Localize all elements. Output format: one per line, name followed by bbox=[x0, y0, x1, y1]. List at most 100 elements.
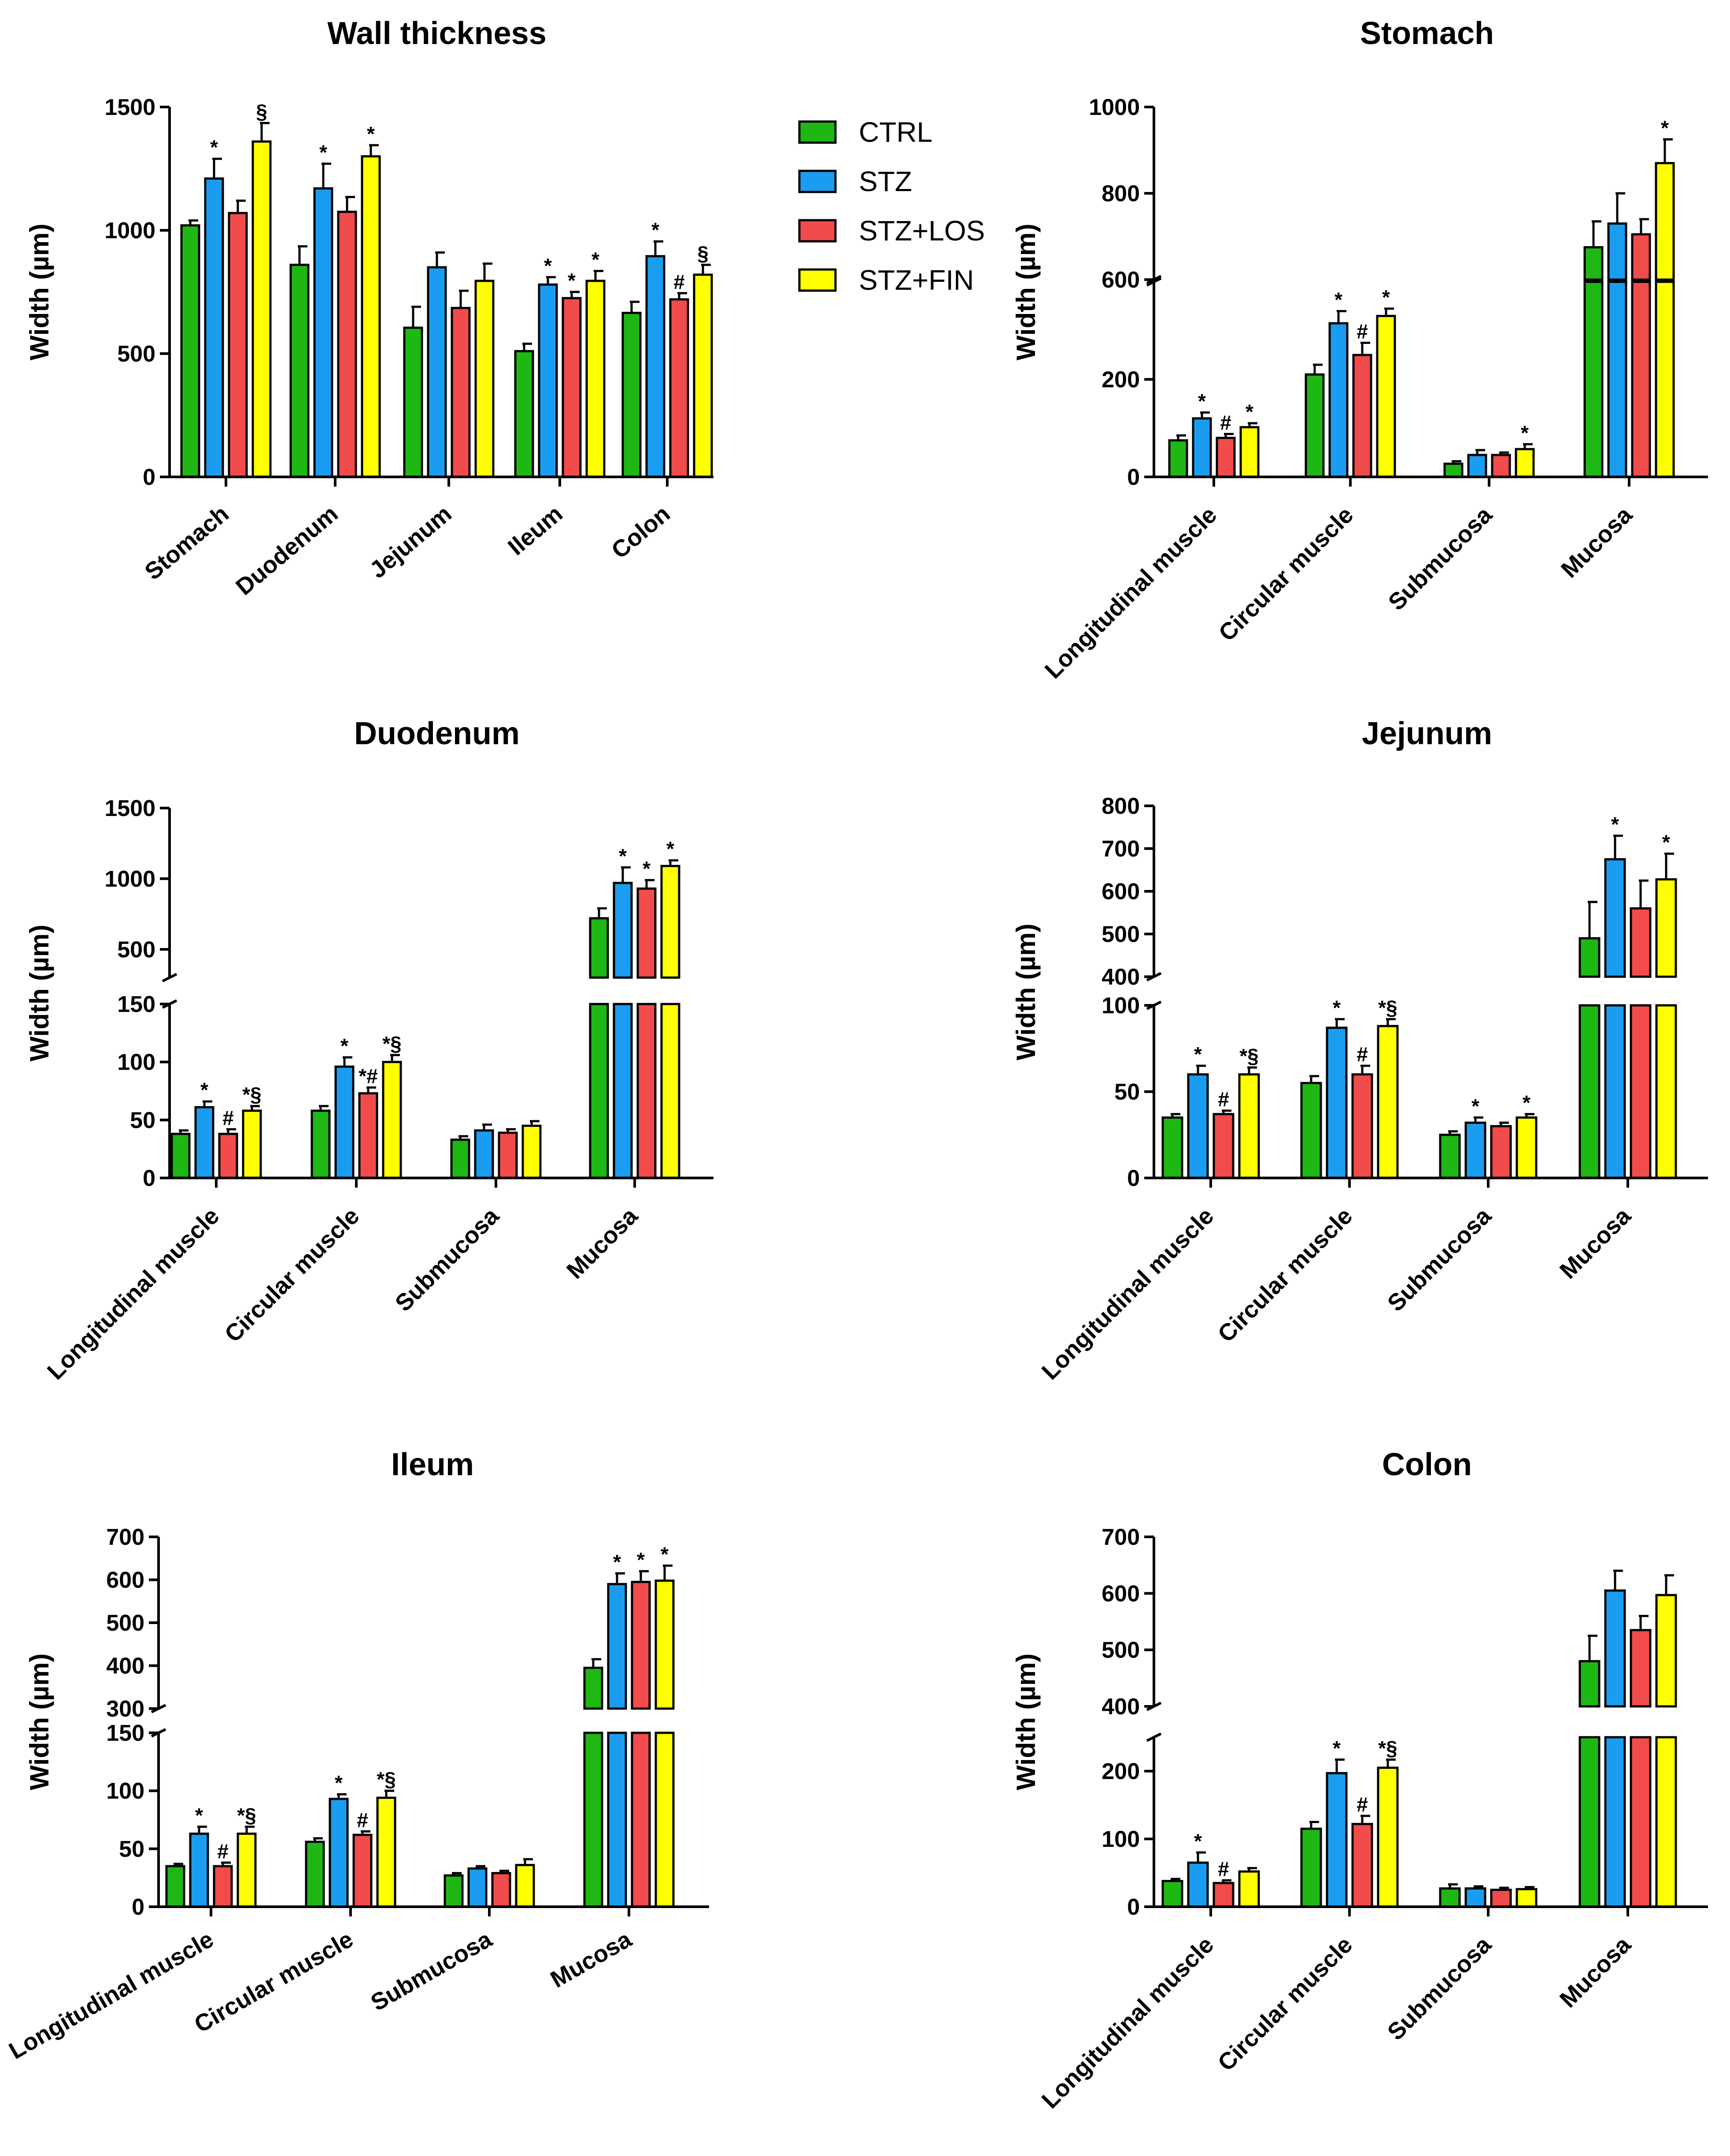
y-tick-label: 100 bbox=[106, 1779, 144, 1804]
bar-stz-fin bbox=[242, 1109, 262, 1179]
y-tick-label: 800 bbox=[1102, 794, 1140, 819]
x-tick-label: Circular muscle bbox=[190, 1926, 358, 2038]
legend-swatch bbox=[798, 268, 837, 292]
significance-mark: § bbox=[256, 100, 267, 123]
bar-stz-fin bbox=[1516, 1888, 1538, 1908]
legend-label: CTRL bbox=[859, 116, 932, 148]
bar-stz-los bbox=[1490, 1125, 1512, 1179]
bar-ctrl-lower bbox=[1578, 1736, 1601, 1908]
y-tick-label: 600 bbox=[106, 1568, 144, 1593]
bar-stz-fin bbox=[1376, 315, 1396, 478]
x-tick-label: Mucosa bbox=[1555, 1202, 1636, 1284]
bar-stz bbox=[1326, 1026, 1348, 1179]
bar-ctrl bbox=[1443, 462, 1464, 478]
y-tick-label: 500 bbox=[117, 341, 155, 367]
bar-stz-los-lower bbox=[631, 1731, 651, 1908]
bar-stz-fin bbox=[521, 1125, 542, 1179]
bar-ctrl bbox=[583, 1666, 603, 1710]
bar-stz bbox=[1604, 858, 1626, 978]
bar-stz-fin bbox=[237, 1832, 257, 1908]
bar-stz-fin-lower bbox=[1655, 1004, 1677, 1179]
y-axis-label: Width (µm) bbox=[25, 224, 54, 361]
bar-stz-fin bbox=[585, 280, 606, 478]
y-tick-label: 1500 bbox=[104, 796, 155, 821]
significance-mark: * bbox=[1246, 400, 1253, 423]
bar-stz bbox=[607, 1583, 627, 1710]
y-tick-label: 150 bbox=[117, 992, 155, 1017]
y-tick-label: 500 bbox=[106, 1610, 144, 1636]
panel-title: Ileum bbox=[391, 1447, 474, 1482]
legend-swatch bbox=[798, 170, 837, 193]
significance-mark: # bbox=[1357, 320, 1368, 343]
bar-stz-los bbox=[218, 1133, 238, 1179]
y-tick-label: 400 bbox=[1102, 1694, 1140, 1720]
bar-stz bbox=[1328, 322, 1349, 478]
bar-stz-lower bbox=[1607, 281, 1627, 478]
bar-ctrl bbox=[1161, 1879, 1183, 1908]
y-tick-label: 600 bbox=[1102, 267, 1140, 293]
bar-ctrl-lower bbox=[1583, 281, 1604, 478]
bar-stz-fin bbox=[660, 865, 680, 979]
bar-stz-fin bbox=[382, 1061, 402, 1179]
y-tick-label: 0 bbox=[132, 1894, 144, 1920]
legend-swatch bbox=[798, 219, 837, 243]
bar-stz-los-lower bbox=[1630, 1736, 1652, 1908]
significance-mark: # bbox=[1357, 1043, 1368, 1066]
bar-ctrl bbox=[1439, 1887, 1461, 1908]
y-tick-label: 100 bbox=[1102, 1827, 1140, 1852]
y-tick-label: 50 bbox=[119, 1836, 144, 1862]
significance-mark: * bbox=[1662, 831, 1670, 854]
bar-ctrl-lower bbox=[583, 1731, 603, 1908]
bar-stz-los bbox=[1212, 1113, 1235, 1179]
bar-stz bbox=[467, 1867, 488, 1908]
bar-ctrl bbox=[1300, 1082, 1322, 1179]
significance-mark: * bbox=[367, 122, 375, 145]
bar-ctrl bbox=[621, 312, 642, 478]
significance-mark: * bbox=[619, 845, 627, 868]
significance-mark: * bbox=[335, 1772, 343, 1794]
y-tick-label: 700 bbox=[1102, 1525, 1140, 1550]
bar-stz-los bbox=[491, 1872, 511, 1908]
significance-mark: * bbox=[195, 1804, 203, 1827]
bar-ctrl bbox=[305, 1841, 325, 1908]
axis-break-mark bbox=[1146, 277, 1162, 287]
bar-stz bbox=[1192, 417, 1212, 478]
y-axis-label: Width (µm) bbox=[25, 925, 54, 1062]
y-tick-label: 300 bbox=[106, 1696, 144, 1722]
x-tick-label: Submucosa bbox=[1383, 1202, 1497, 1317]
bar-stz-fin bbox=[1655, 162, 1675, 281]
bar-stz-los bbox=[1490, 1889, 1512, 1908]
bar-stz-los bbox=[1352, 354, 1372, 478]
x-tick-label: Circular muscle bbox=[220, 1203, 365, 1348]
bar-stz-los bbox=[1216, 436, 1236, 478]
significance-mark: # bbox=[673, 270, 685, 293]
bar-stz bbox=[329, 1798, 349, 1908]
bar-ctrl bbox=[180, 224, 200, 478]
legend-label: STZ+FIN bbox=[859, 264, 974, 296]
bar-stz-los bbox=[213, 1865, 233, 1908]
significance-mark: * bbox=[1471, 1095, 1479, 1118]
panel-jejunum: Jejunum Width (µm) 0 50 100 400 500 600 700 800 * #… bbox=[1011, 716, 1708, 1385]
significance-mark: * bbox=[591, 248, 599, 271]
bar-stz-fin bbox=[1377, 1766, 1399, 1908]
bar-stz-los bbox=[636, 887, 657, 979]
significance-mark: # bbox=[1218, 1088, 1229, 1111]
x-tick-label: Longitudinal muscle bbox=[1037, 1203, 1219, 1385]
axis-break-mark bbox=[1146, 1732, 1162, 1742]
y-tick-label: 1000 bbox=[104, 866, 155, 892]
bar-stz-los bbox=[562, 297, 582, 478]
significance-mark: * bbox=[340, 1034, 348, 1057]
panel-wall-thickness: Wall thickness Width (µm) 0 500 1000 1500 * § St… bbox=[25, 16, 713, 600]
significance-mark: * bbox=[1194, 1043, 1202, 1066]
significance-mark: # bbox=[217, 1840, 229, 1863]
y-tick-label: 1000 bbox=[104, 218, 155, 244]
bar-stz-lower bbox=[607, 1731, 627, 1908]
bar-stz bbox=[1326, 1772, 1348, 1908]
bar-stz-fin-lower bbox=[1655, 1736, 1677, 1908]
y-tick-label: 500 bbox=[1102, 1638, 1140, 1663]
bar-stz-fin bbox=[1239, 426, 1260, 478]
y-tick-label: 100 bbox=[117, 1050, 155, 1075]
bar-stz-fin bbox=[1238, 1870, 1260, 1908]
panel-title: Stomach bbox=[1360, 16, 1494, 51]
